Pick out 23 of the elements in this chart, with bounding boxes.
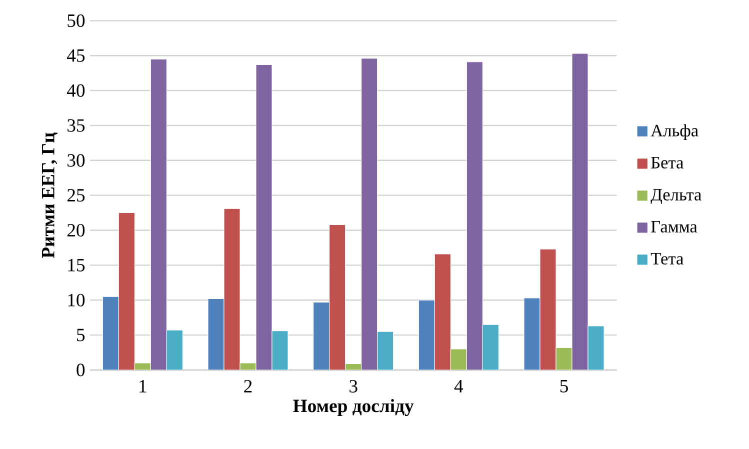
y-tick-label: 5	[77, 328, 85, 342]
y-axis-title: Ритми ЕЕГ, Гц	[42, 132, 58, 258]
x-tick-label: 1	[140, 380, 146, 392]
x-tick-label: 3	[350, 380, 358, 393]
y-tick-label: 20	[67, 224, 85, 237]
y-tick-label: 50	[68, 14, 85, 27]
x-axis-title: Номер досліду	[293, 399, 414, 416]
x-tick-label: 4	[454, 380, 464, 392]
y-tick-label: 40	[66, 84, 85, 97]
legend-label: Гамма	[651, 221, 698, 233]
legend-label: Альфа	[650, 124, 698, 140]
legend-label: Бета	[651, 156, 684, 168]
y-tick-label: 45	[66, 49, 85, 62]
y-tick-label: 30	[68, 154, 85, 167]
y-tick-label: 15	[68, 258, 85, 272]
y-tick-label: 25	[67, 189, 85, 202]
y-tick-label: 35	[68, 119, 85, 132]
y-tick-label: 10	[68, 294, 85, 306]
legend-label: Тета	[650, 253, 684, 265]
x-tick-label: 2	[244, 380, 252, 392]
x-tick-label: 5	[560, 380, 568, 392]
legend-label: Дельта	[650, 188, 702, 204]
y-tick-label: 0	[76, 364, 85, 376]
